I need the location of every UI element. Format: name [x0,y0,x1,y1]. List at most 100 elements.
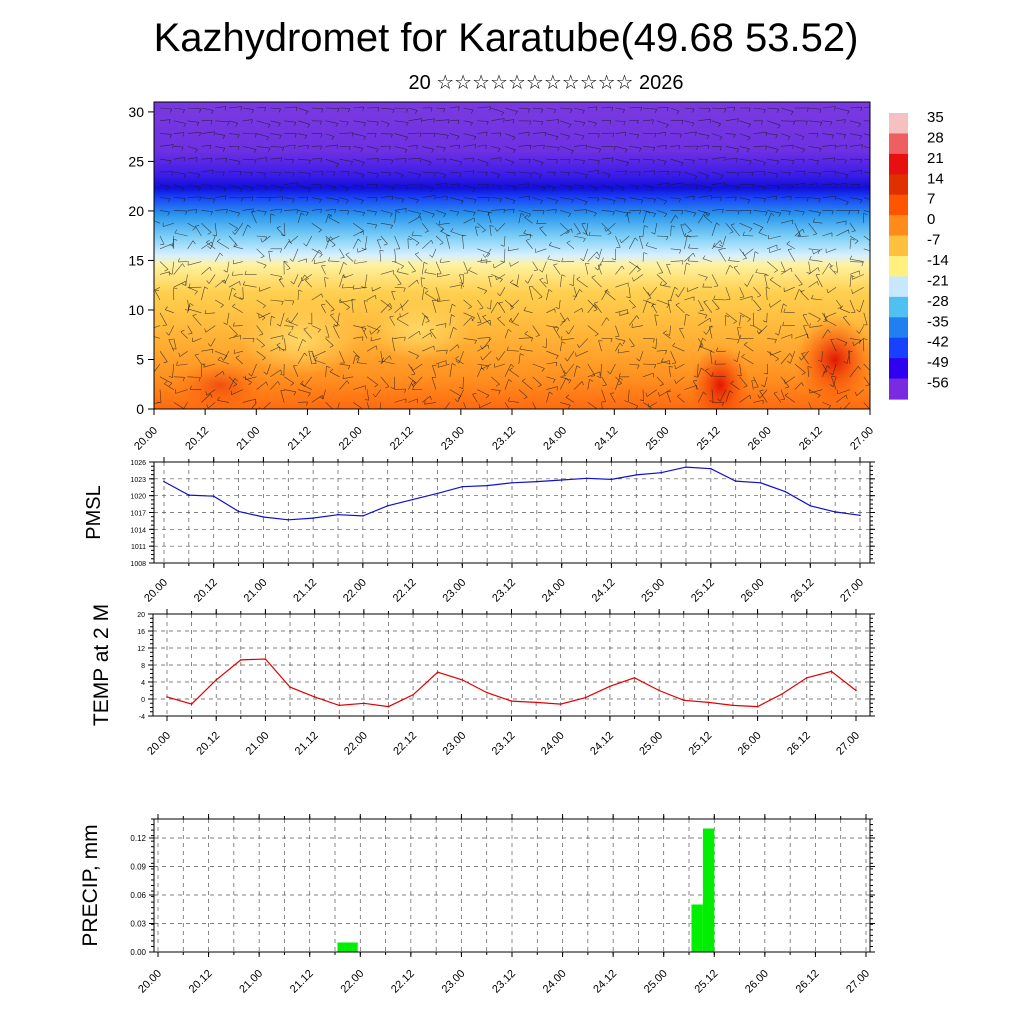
wind-barb [711,171,724,176]
wind-barb-feather [210,393,213,398]
wind-barb [733,267,740,275]
data-point [609,685,611,688]
wind-barb [836,229,849,237]
wind-barb-feather [597,160,600,165]
wind-barb-feather [554,308,556,313]
wind-barb-feather [515,111,518,115]
wind-barb [532,171,542,176]
y-tick-label: 1011 [131,544,146,551]
wind-barb [601,222,612,234]
wind-barb [719,389,727,402]
wind-barb [800,291,809,301]
wind-barb [565,397,575,403]
wind-barb [339,184,349,189]
wind-barb [256,184,268,187]
wind-barb [408,210,421,214]
wind-barb [678,287,685,298]
wind-barb [670,197,681,200]
wind-barb [215,209,228,211]
wind-barb-feather [809,323,811,328]
colorbar-swatch [889,113,908,135]
wind-barb-feather [331,244,336,248]
wind-barb [511,299,520,308]
wind-barb [573,289,580,301]
wind-barb-feather [666,107,669,112]
wind-barb [794,146,805,150]
wind-barb [394,286,406,289]
wind-barb-feather [828,405,832,409]
wind-barb-feather [239,281,241,286]
wind-barb-feather [661,358,664,362]
wind-barb-feather [637,364,640,369]
wind-barb-feather [297,182,299,187]
wind-barb-feather [454,398,459,403]
wind-barb-feather [549,391,553,395]
wind-barb [546,209,557,211]
wind-barb-feather [331,136,335,140]
wind-barb [843,317,851,326]
wind-barb-feather [445,323,447,328]
wind-barb [698,133,709,136]
wind-barb [300,383,312,390]
wind-barb [605,222,616,232]
wind-barb [753,376,759,388]
wind-barb-feather [405,208,407,213]
wind-barb-feather [482,314,487,317]
wind-barb [490,299,492,310]
wind-barb-feather [183,410,186,413]
wind-barb-feather [873,137,875,140]
wind-barb-feather [787,360,791,364]
wind-barb [518,183,529,186]
wind-barb-feather [802,228,805,233]
wind-barb [228,171,242,173]
wind-barb-feather [647,292,651,296]
x-tick-label: 24.12 [591,968,619,996]
data-point [536,480,538,483]
wind-barb [815,274,823,288]
wind-barb [450,231,464,237]
data-point [784,490,787,493]
wind-barb [394,248,397,263]
wind-barb-feather [181,283,186,286]
wind-barb-feather [668,366,673,368]
wind-barb-feather [235,123,239,127]
wind-barb-feather [818,173,822,178]
wind-barb-feather [800,289,805,293]
wind-barb-feather [233,322,235,327]
wind-barb [394,107,408,110]
wind-barb-feather [706,175,709,179]
wind-barb-feather [497,148,501,153]
wind-barb-feather [443,108,446,113]
wind-barb [615,309,628,314]
wind-barb-feather [252,208,254,213]
wind-barb-feather [433,172,436,177]
wind-barb-feather [668,182,670,187]
wind-barb-feather [361,326,366,328]
wind-barb-feather [500,260,505,263]
wind-barb-feather [570,108,573,113]
wind-barb [242,398,256,403]
wind-barb-feather [399,303,403,308]
wind-barb-feather [220,304,224,308]
wind-barb-feather [250,187,254,192]
wind-barb-feather [424,230,429,233]
wind-barb [836,220,847,224]
wind-barb-feather [329,345,334,348]
wind-barb-feather [508,317,513,322]
wind-barb-feather [362,212,365,217]
wind-barb [293,365,299,377]
wind-barb-feather [693,375,698,378]
wind-barb-feather [360,200,364,204]
wind-barb-feather [792,145,794,150]
wind-barb-feather [405,108,408,113]
wind-barb [660,284,671,288]
wind-barb-feather [226,209,228,214]
wind-barb [684,131,697,134]
wind-barb [463,157,474,160]
wind-barb [709,326,713,339]
x-tick-label: 26.00 [743,968,771,996]
wind-barb-feather [775,134,778,139]
wind-barb-feather [539,269,543,273]
wind-barb-feather [486,307,491,310]
wind-barb-feather [499,198,502,203]
